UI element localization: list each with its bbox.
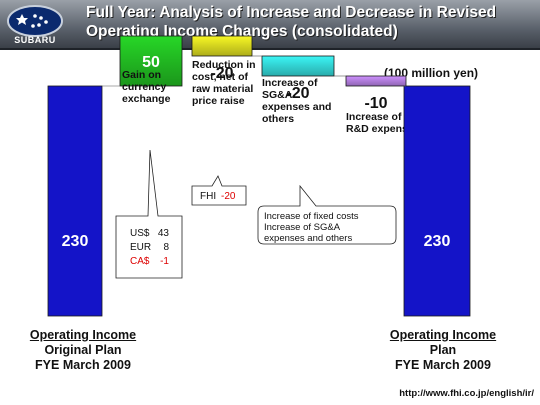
category-label-3-3: others [262,113,294,125]
bottom-right-line1: Operating Income [389,328,497,342]
value-label-1: 50 [142,54,160,71]
header-bar: SUBARU Full Year: Analysis of Increase a… [0,0,540,50]
bar-0 [47,85,103,317]
currency-value-1: 8 [163,242,169,253]
logo-text: SUBARU [14,35,56,45]
category-label-3-1: SG&A [262,89,293,101]
category-label-1-2: exchange [122,93,171,105]
bar-4 [345,75,407,87]
category-label-2-0: Reduction in [192,59,256,71]
sga-callout-shape [257,184,397,245]
bottom-left-line2: Original Plan [44,343,122,357]
unit-label: (100 million yen) [384,66,479,80]
sga-note-line-0: Increase of fixed costs [264,211,359,222]
currency-callout-shape [115,149,183,279]
currency-value-2: -1 [160,256,169,267]
category-label-2-2: raw material [192,83,253,95]
currency-code-0: US$ [130,228,150,239]
category-label-1-1: currency [122,81,167,93]
category-label-3-0: Increase of [262,77,318,89]
category-label-2-1: cost, net of [192,71,249,83]
bottom-right-line3: FYE March 2009 [395,358,491,372]
sga-note-line-1: Increase of SG&A [264,222,341,233]
bar-5 [403,85,471,317]
fhi-callout-shape [191,175,247,206]
value-label-2: -20 [210,65,233,82]
footer-url[interactable]: http://www.fhi.co.jp/english/ir/ [399,388,534,399]
value-label-0: 230 [62,233,89,250]
bar-1 [119,35,183,87]
bottom-left-line1: Operating Income [29,328,137,342]
value-label-4: -10 [364,95,387,112]
category-label-3-2: expenses and [262,101,331,113]
bottom-label-left: Operating Income Original Plan FYE March… [8,328,158,373]
category-label-1-0: Gain on [122,69,161,81]
value-label-5: 230 [424,233,451,250]
currency-code-2: CA$ [130,256,150,267]
value-label-3: -20 [286,85,309,102]
category-label-4-1: R&D expenses [346,123,420,135]
fhi-label: FHI [200,191,216,202]
bottom-left-line3: FYE March 2009 [35,358,131,372]
currency-value-0: 43 [158,228,170,239]
category-label-4-0: Increase of [346,111,402,123]
sga-note-line-2: expenses and others [264,233,352,244]
currency-code-1: EUR [130,242,151,253]
bar-3 [261,55,335,77]
bar-2 [191,35,253,57]
bottom-right-line2: Plan [429,343,457,357]
fhi-value: -20 [221,191,236,202]
category-label-2-3: price raise [192,95,245,107]
subaru-logo-icon [7,5,63,37]
bottom-label-right: Operating Income Plan FYE March 2009 [368,328,518,373]
page-title: Full Year: Analysis of Increase and Decr… [86,4,497,40]
